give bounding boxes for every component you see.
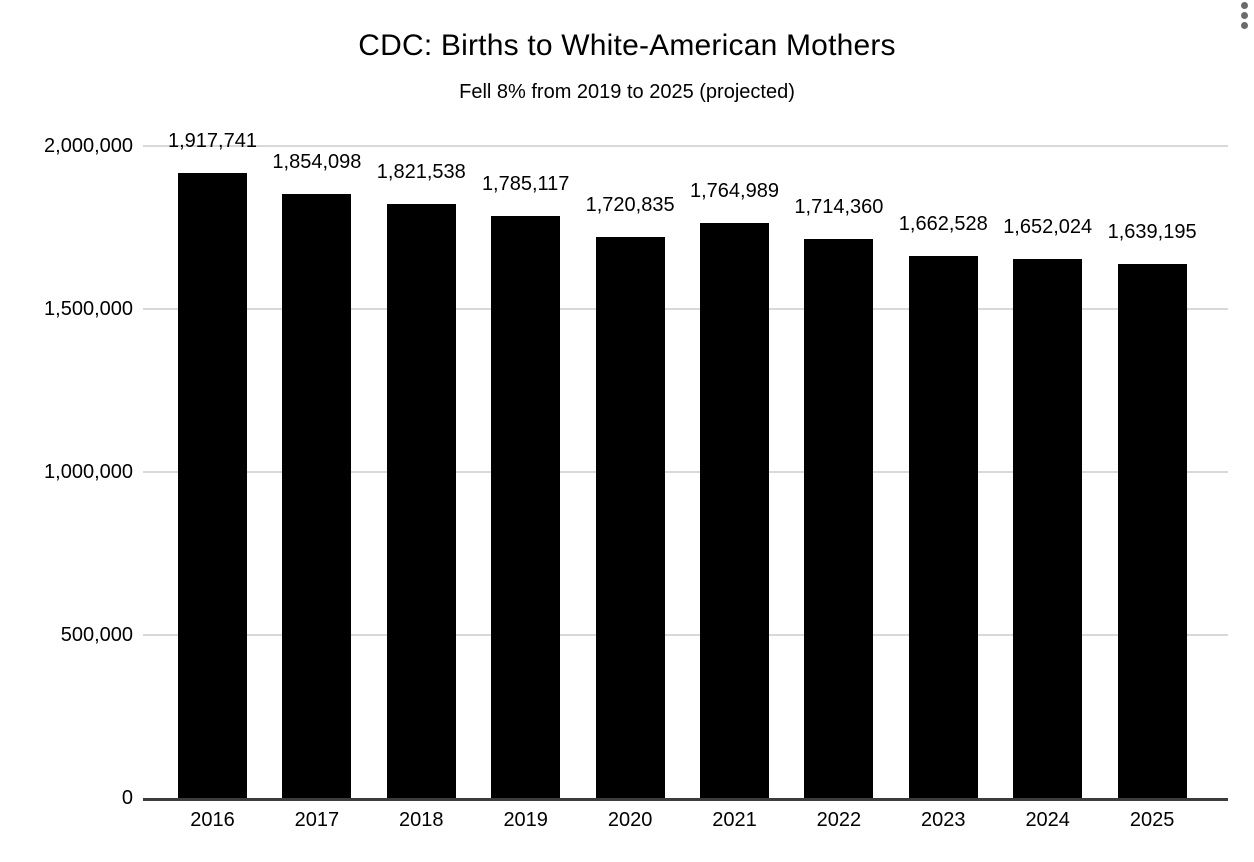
gridline — [143, 471, 1228, 473]
bar-value-label-2018: 1,821,538 — [376, 161, 466, 184]
gridline — [143, 634, 1228, 636]
chart-options-button[interactable] — [1234, 0, 1254, 36]
gridline — [143, 145, 1228, 147]
gridline — [143, 308, 1228, 310]
y-axis-tick-label: 1,000,000 — [44, 461, 133, 483]
x-axis-tick-label-2024: 2024 — [1025, 809, 1070, 831]
y-axis-tick-label: 1,500,000 — [44, 298, 133, 320]
x-axis-tick-label-2023: 2023 — [921, 809, 966, 831]
x-axis-tick-label-2022: 2022 — [816, 809, 862, 831]
bar-2020[interactable] — [595, 237, 665, 798]
chart-subtitle: Fell 8% from 2019 to 2025 (projected) — [459, 81, 795, 103]
x-axis-tick-label-2017: 2017 — [294, 809, 340, 831]
x-axis-tick-label-2019: 2019 — [503, 809, 548, 831]
y-axis-tick-label: 500,000 — [60, 624, 133, 646]
bar-2023[interactable] — [908, 256, 978, 798]
bar-2025[interactable] — [1117, 263, 1187, 798]
kebab-menu-icon — [1240, 2, 1248, 9]
bar-2019[interactable] — [491, 216, 561, 798]
bar-2018[interactable] — [386, 204, 456, 798]
bar-2022[interactable] — [804, 239, 874, 798]
bar-2021[interactable] — [700, 222, 769, 798]
bar-value-label-2017: 1,854,098 — [272, 150, 362, 173]
y-axis-tick-label: 2,000,000 — [44, 135, 133, 157]
kebab-menu-icon — [1240, 22, 1248, 29]
bar-value-label-2021: 1,764,989 — [690, 179, 779, 202]
chart-title: CDC: Births to White-American Mothers — [358, 29, 896, 62]
bar-value-label-2023: 1,662,528 — [898, 213, 988, 236]
bar-value-label-2016: 1,917,741 — [168, 129, 257, 152]
bar-2016[interactable] — [178, 172, 247, 798]
bar-value-label-2019: 1,785,117 — [481, 173, 570, 196]
bar-2017[interactable] — [282, 193, 352, 798]
bar-value-label-2024: 1,652,024 — [1003, 216, 1093, 239]
y-axis-tick-label: 0 — [121, 787, 133, 809]
x-axis-tick-label-2016: 2016 — [190, 809, 235, 831]
x-axis-line — [143, 798, 1228, 801]
bar-value-label-2022: 1,714,360 — [794, 196, 884, 219]
x-axis-tick-label-2018: 2018 — [399, 809, 444, 831]
x-axis-tick-label-2021: 2021 — [712, 809, 757, 831]
bar-2024[interactable] — [1013, 259, 1083, 798]
bar-value-label-2025: 1,639,195 — [1107, 220, 1197, 243]
x-axis-tick-label-2020: 2020 — [607, 809, 653, 831]
kebab-menu-icon — [1240, 12, 1248, 19]
bar-value-label-2020: 1,720,835 — [585, 194, 675, 216]
x-axis-tick-label-2025: 2025 — [1129, 809, 1175, 831]
